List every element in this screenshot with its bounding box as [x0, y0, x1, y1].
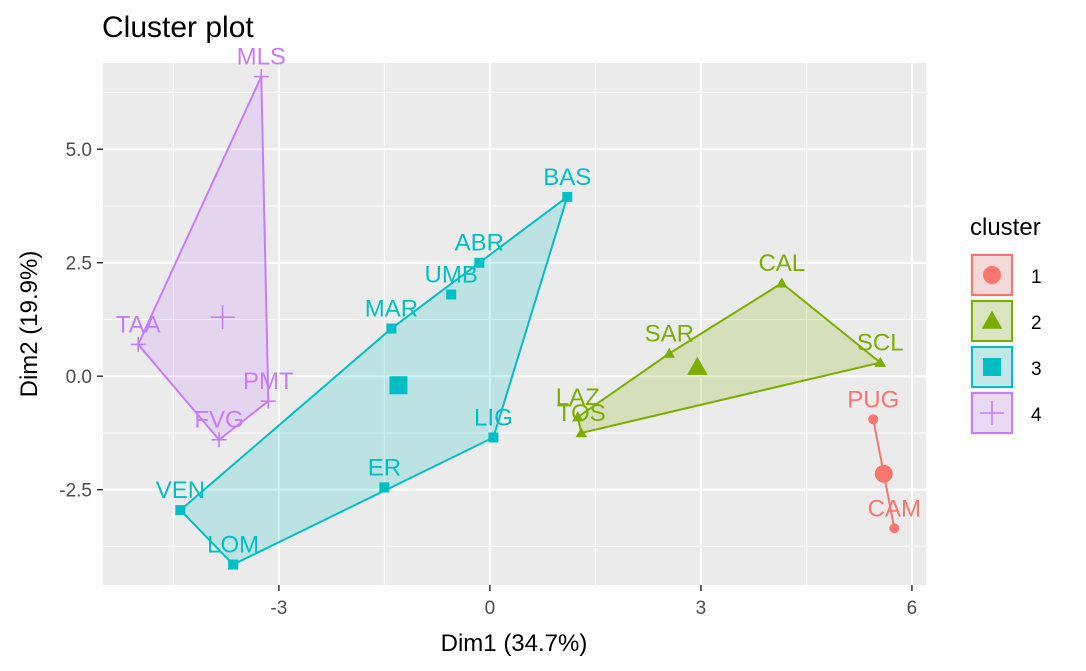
cluster-4-centroid	[210, 305, 235, 330]
cluster-3-centroid	[389, 376, 408, 395]
y-tick-label: 0.0	[66, 367, 92, 388]
chart-title: Cluster plot	[102, 11, 254, 44]
point-er	[379, 482, 390, 493]
legend: cluster 1 2 3 4	[970, 214, 1042, 435]
legend-label-1: 1	[1031, 267, 1042, 288]
y-tick-label: -2.5	[59, 481, 92, 502]
point-taa	[130, 336, 146, 352]
x-tick-label: 3	[696, 598, 707, 619]
x-axis-label: Dim1 (34.7%)	[441, 630, 588, 657]
point-label-er: ER	[368, 454, 401, 481]
x-tick-label: -3	[270, 598, 287, 619]
point-label-sar: SAR	[645, 321, 694, 348]
point-label-scl: SCL	[857, 330, 904, 357]
point-label-tos: TOS	[557, 400, 606, 427]
legend-key-4-symbol	[980, 401, 1004, 425]
legend-title: cluster	[970, 214, 1041, 241]
legend-key-3-symbol	[983, 358, 1001, 376]
point-label-laz: LAZ	[556, 384, 600, 411]
legend-key-2	[970, 299, 1014, 343]
legend-label-2: 2	[1031, 313, 1042, 334]
point-scl	[874, 356, 887, 367]
point-fvg	[211, 432, 227, 448]
point-label-umb: UMB	[425, 261, 478, 288]
point-label-pug: PUG	[847, 386, 899, 413]
point-bas	[562, 191, 573, 202]
y-tick-label: 5.0	[66, 140, 92, 161]
point-lom	[228, 559, 239, 570]
legend-key-3	[970, 345, 1014, 389]
cluster-2-centroid	[687, 356, 708, 375]
cluster-2-hull	[576, 281, 883, 435]
point-label-mls: MLS	[237, 44, 286, 71]
point-tos	[575, 427, 588, 438]
point-abr	[474, 257, 485, 268]
legend-key-4	[970, 391, 1014, 435]
point-label-pmt: PMT	[243, 368, 294, 395]
point-label-cal: CAL	[758, 250, 805, 277]
point-cal	[776, 277, 788, 288]
point-label-ven: VEN	[156, 477, 205, 504]
x-tick-label: 0	[485, 598, 496, 619]
point-label-bas: BAS	[543, 164, 591, 191]
point-umb	[446, 289, 457, 300]
point-laz	[572, 411, 584, 422]
point-label-lig: LIG	[474, 404, 513, 431]
point-mls	[253, 69, 269, 85]
point-label-cam: CAM	[868, 495, 921, 522]
y-axis-label: Dim2 (19.9%)	[16, 251, 43, 398]
point-mar	[386, 323, 397, 334]
point-lig	[488, 432, 499, 443]
legend-key-1-symbol	[983, 266, 1001, 284]
legend-label-3: 3	[1031, 359, 1042, 380]
point-cam	[889, 523, 900, 534]
legend-label-4: 4	[1031, 405, 1042, 426]
point-label-taa: TAA	[116, 311, 161, 338]
legend-key-1	[970, 253, 1014, 297]
point-label-lom: LOM	[207, 532, 259, 559]
point-pmt	[260, 393, 276, 409]
cluster-1-centroid	[874, 464, 893, 483]
x-tick-label: 6	[907, 598, 918, 619]
point-ven	[175, 505, 186, 516]
y-tick-label: 2.5	[66, 254, 92, 275]
point-pug	[868, 414, 879, 425]
point-label-fvg: FVG	[194, 407, 243, 434]
legend-key-2-symbol	[981, 310, 1003, 329]
point-sar	[663, 347, 676, 358]
point-label-mar: MAR	[365, 296, 418, 323]
point-label-abr: ABR	[455, 230, 504, 257]
